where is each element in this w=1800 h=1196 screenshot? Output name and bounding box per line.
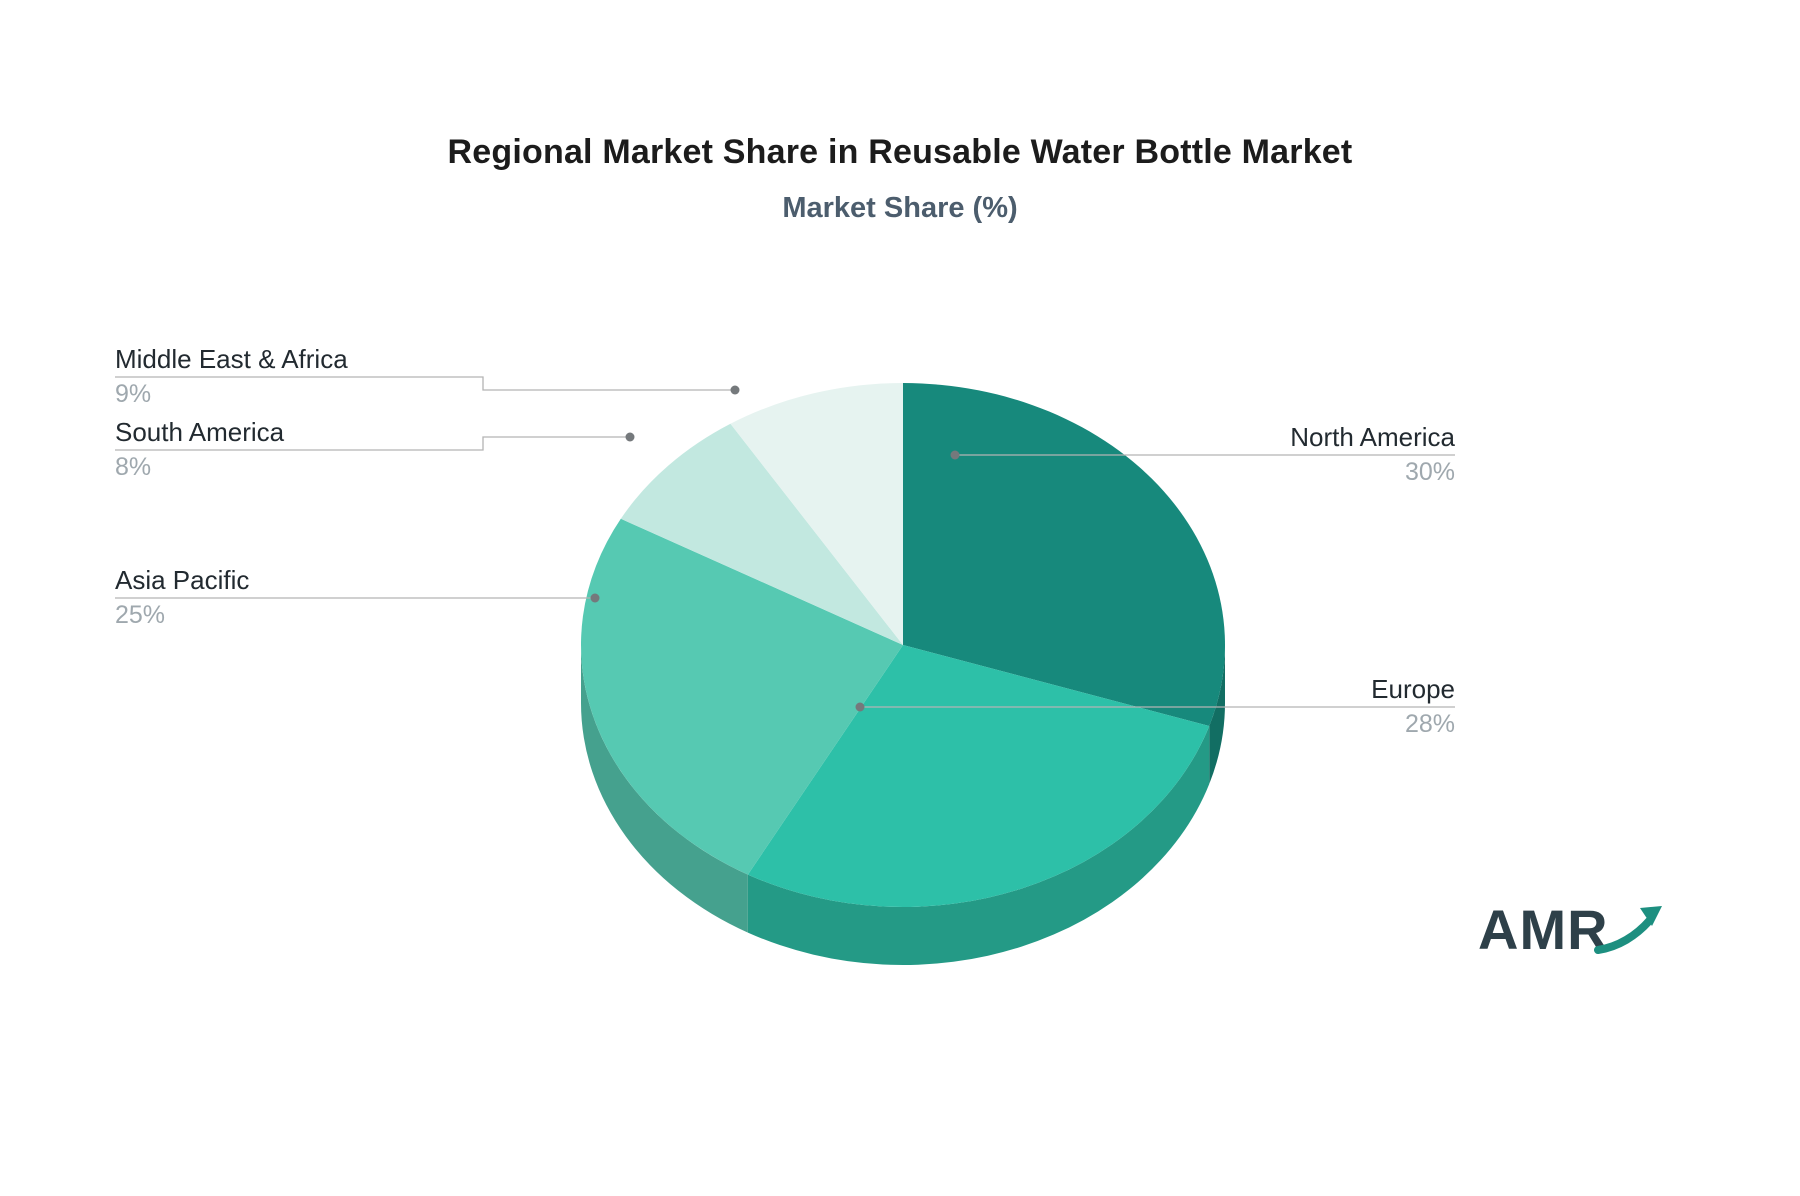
leader-dot-south-america [625, 432, 635, 442]
value-asia-pacific: 25% [115, 601, 166, 629]
pie-slice-asia-pacific [580, 518, 903, 875]
label-asia-pacific: Asia Pacific [115, 565, 250, 595]
pie-slice-south-america [620, 423, 903, 645]
chart-subtitle: Market Share (%) [782, 192, 1018, 224]
chart-title: Regional Market Share in Reusable Water … [447, 133, 1353, 171]
label-south-america: South America [115, 417, 285, 447]
leader-dot-asia-pacific [590, 593, 600, 603]
value-south-america: 8% [115, 453, 152, 481]
pie-slice-north-america [903, 383, 1225, 726]
label-middle-east-africa: Middle East & Africa [115, 344, 348, 374]
pie-slice-side-europe [747, 725, 1210, 965]
leader-dot-middle-east-africa [730, 385, 740, 395]
leader-line-middle-east-africa [115, 376, 735, 391]
value-north-america: 30% [1404, 458, 1455, 486]
amr-logo-text: AMR [1478, 898, 1609, 961]
value-europe: 28% [1404, 710, 1455, 738]
label-europe: Europe [1371, 674, 1455, 704]
label-north-america: North America [1290, 422, 1455, 452]
pie-slice-europe [747, 645, 1210, 907]
amr-logo-arrow-icon [1594, 906, 1662, 954]
pie-slice-side-north-america [1209, 645, 1225, 784]
leader-line-south-america [115, 436, 630, 451]
leader-dot-north-america [950, 450, 960, 460]
value-middle-east-africa: 9% [115, 380, 152, 408]
amr-logo: AMR [1478, 900, 1698, 970]
pie-slice-side-asia-pacific [581, 645, 748, 933]
leader-dot-europe [855, 702, 865, 712]
pie-slice-middle-east-africa [730, 383, 903, 645]
